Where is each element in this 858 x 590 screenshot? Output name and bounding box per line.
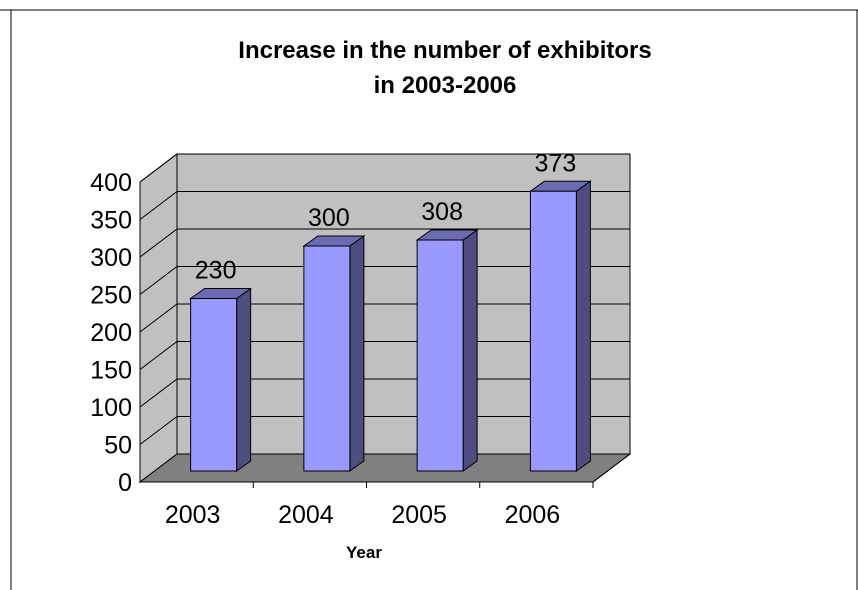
y-tick-label: 0 — [118, 469, 132, 497]
y-tick-label: 50 — [104, 432, 132, 460]
data-label: 300 — [308, 204, 350, 232]
bar — [416, 239, 464, 472]
gridline — [139, 228, 630, 258]
bar — [190, 298, 238, 472]
gridline — [139, 416, 630, 445]
gridline — [139, 341, 630, 370]
gridline — [139, 378, 630, 408]
y-tick-label: 350 — [90, 207, 132, 235]
x-tick-label: 2003 — [165, 501, 221, 529]
gridline — [139, 153, 630, 183]
bar-side — [462, 229, 478, 472]
bar-side — [349, 235, 365, 472]
chart-title-line-1: Increase in the number of exhibitors — [238, 37, 651, 64]
floor-right-edge — [592, 453, 631, 483]
plot-area: 0 50 100 150 200 250 300 350 400 230 2003 300 2004 30… — [90, 149, 632, 529]
data-label: 308 — [421, 198, 463, 226]
data-label: 230 — [195, 257, 237, 285]
y-tick-label: 250 — [90, 282, 132, 310]
x-tick-label: 2004 — [278, 501, 334, 529]
y-tick-label: 200 — [90, 319, 132, 347]
bar-side — [575, 180, 591, 472]
bar — [529, 190, 577, 472]
y-tick-label: 300 — [90, 244, 132, 272]
gridline — [139, 191, 630, 220]
chart-title-line-2: in 2003-2006 — [374, 72, 517, 99]
y-tick-label: 150 — [90, 357, 132, 385]
y-tick-label: 100 — [90, 394, 132, 422]
x-axis-title: Year — [346, 543, 382, 562]
gridline — [139, 266, 630, 295]
gridline — [139, 303, 630, 333]
bar — [303, 245, 351, 472]
x-tick-label: 2006 — [505, 501, 561, 529]
bar-side — [236, 287, 252, 472]
data-label: 373 — [535, 149, 577, 177]
x-tick-label: 2005 — [391, 501, 447, 529]
y-tick-label: 400 — [90, 169, 132, 197]
